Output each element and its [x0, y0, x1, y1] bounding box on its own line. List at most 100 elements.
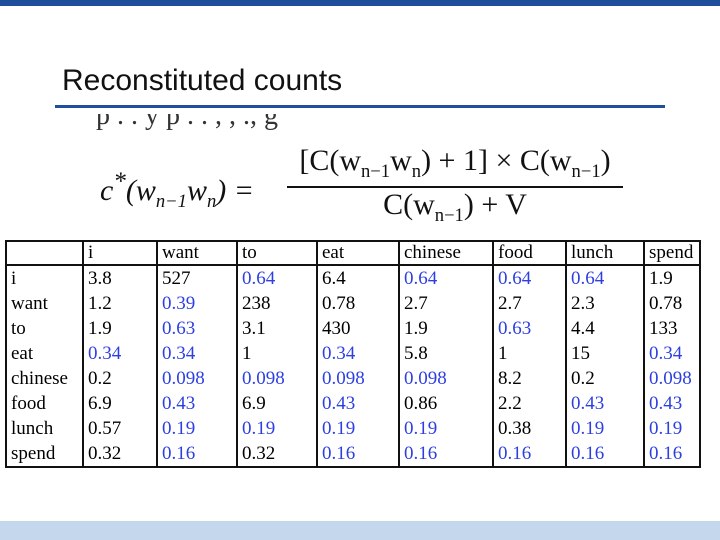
column-header: chinese — [399, 240, 494, 266]
table-cell: 0.64 — [566, 265, 645, 291]
formula-lhs-close: ) = — [216, 174, 255, 207]
formula-lhs-w: w — [186, 174, 207, 207]
table-cell: 0.19 — [399, 416, 494, 441]
table-cell: 0.34 — [83, 341, 158, 366]
table-row: lunch 0.57 0.19 0.19 0.19 0.19 0.38 0.19 0.19 — [5, 416, 701, 441]
table-cell: 0.64 — [237, 265, 318, 291]
formula-lhs-c: c — [100, 174, 114, 207]
formula-lhs-sub1: n−1 — [155, 191, 187, 212]
table-row: chinese 0.2 0.098 0.098 0.098 0.098 8.2 0.2 0.09… — [5, 366, 701, 391]
table-cell: 3.8 — [83, 265, 158, 291]
row-label: lunch — [5, 416, 84, 441]
table-cell: 0.19 — [317, 416, 400, 441]
row-label: to — [5, 316, 84, 341]
table-body: i 3.8 527 0.64 6.4 0.64 0.64 0.64 1.9 want 1.2 0.39… — [5, 265, 701, 468]
column-header: eat — [317, 240, 400, 266]
table-cell: 0.34 — [644, 341, 701, 366]
table-cell: 0.16 — [644, 441, 701, 468]
table-cell: 0.43 — [317, 391, 400, 416]
table-row: eat 0.34 0.34 1 0.34 5.8 1 15 0.34 — [5, 341, 701, 366]
table-cell: 1.2 — [83, 291, 158, 316]
formula-numerator: [C(wn−1wn) + 1] × C(wn−1) — [285, 144, 625, 183]
table-cell: 0.63 — [493, 316, 567, 341]
table-cell: 0.16 — [493, 441, 567, 468]
table-cell: 0.39 — [157, 291, 238, 316]
num-part-a: [C(w — [299, 144, 361, 177]
table-cell: 2.7 — [493, 291, 567, 316]
table-cell: 0.34 — [157, 341, 238, 366]
table-cell: 0.43 — [644, 391, 701, 416]
num-sub2: n — [411, 161, 422, 182]
row-label: i — [5, 265, 84, 291]
table-cell: 0.16 — [157, 441, 238, 468]
table-cell: 3.1 — [237, 316, 318, 341]
row-label: food — [5, 391, 84, 416]
table-cell: 0.19 — [157, 416, 238, 441]
slide-title: Reconstituted counts — [62, 64, 343, 97]
column-header: to — [237, 240, 318, 266]
row-label: eat — [5, 341, 84, 366]
table-cell: 0.098 — [317, 366, 400, 391]
cutoff-text-fragment: p . . y p . . , , ., g — [96, 114, 486, 136]
table-cell: 0.38 — [493, 416, 567, 441]
table-cell: 0.86 — [399, 391, 494, 416]
table-cell: 2.2 — [493, 391, 567, 416]
num-part-b: w — [390, 144, 412, 177]
table-cell: 0.098 — [644, 366, 701, 391]
table-cell: 1 — [237, 341, 318, 366]
table-row: want 1.2 0.39 238 0.78 2.7 2.7 2.3 0.78 — [5, 291, 701, 316]
table-cell: 6.9 — [237, 391, 318, 416]
table-cell: 1.9 — [644, 265, 701, 291]
column-header: food — [493, 240, 567, 266]
table-cell: 1.9 — [399, 316, 494, 341]
table-cell: 0.16 — [317, 441, 400, 468]
add-one-formula: c*(wn−1wn) = [C(wn−1wn) + 1] × C(wn−1) C… — [100, 140, 640, 230]
table-cell: 0.2 — [83, 366, 158, 391]
table-cell: 0.78 — [317, 291, 400, 316]
table-cell: 1 — [493, 341, 567, 366]
table-cell: 15 — [566, 341, 645, 366]
cutoff-text: p . . y p . . , , ., g — [96, 114, 278, 131]
table-row: spend 0.32 0.16 0.32 0.16 0.16 0.16 0.16 0.16 — [5, 441, 701, 468]
table-cell: 0.78 — [644, 291, 701, 316]
den-part-b: ) + V — [463, 188, 527, 221]
row-label: chinese — [5, 366, 84, 391]
formula-lhs-star: * — [113, 168, 126, 195]
table-cell: 5.8 — [399, 341, 494, 366]
table-cell: 2.3 — [566, 291, 645, 316]
column-header: spend — [644, 240, 701, 266]
table-cell: 0.34 — [317, 341, 400, 366]
reconstituted-counts-table: i want to eat chinese food lunch spend i… — [5, 240, 701, 468]
table-cell: 0.43 — [566, 391, 645, 416]
column-header: lunch — [566, 240, 645, 266]
formula-lhs-open: (w — [125, 174, 156, 207]
table-cell: 0.19 — [644, 416, 701, 441]
fraction-bar — [287, 186, 623, 188]
table-cell: 0.32 — [237, 441, 318, 468]
table-cell: 0.32 — [83, 441, 158, 468]
table-cell: 0.098 — [237, 366, 318, 391]
formula-lhs: c*(wn−1wn) = — [100, 168, 254, 213]
formula-denominator: C(wn−1) + V — [285, 188, 625, 227]
column-header: i — [83, 240, 158, 266]
table-row: food 6.9 0.43 6.9 0.43 0.86 2.2 0.43 0.43 — [5, 391, 701, 416]
den-sub: n−1 — [434, 205, 464, 226]
num-part-c: ) + 1] × C(w — [421, 144, 572, 177]
table-cell: 0.2 — [566, 366, 645, 391]
table-header-row: i want to eat chinese food lunch spend — [5, 240, 701, 266]
table-cell: 0.16 — [399, 441, 494, 468]
row-label: want — [5, 291, 84, 316]
table-cell: 8.2 — [493, 366, 567, 391]
table-cell: 238 — [237, 291, 318, 316]
table-cell: 4.4 — [566, 316, 645, 341]
table-row: i 3.8 527 0.64 6.4 0.64 0.64 0.64 1.9 — [5, 265, 701, 291]
table-cell: 0.64 — [493, 265, 567, 291]
table-cell: 0.098 — [399, 366, 494, 391]
table-cell: 6.9 — [83, 391, 158, 416]
column-header-corner — [5, 240, 84, 266]
table-cell: 1.9 — [83, 316, 158, 341]
table-cell: 0.43 — [157, 391, 238, 416]
footer-band — [0, 521, 720, 540]
table-cell: 0.098 — [157, 366, 238, 391]
table-cell: 0.64 — [399, 265, 494, 291]
